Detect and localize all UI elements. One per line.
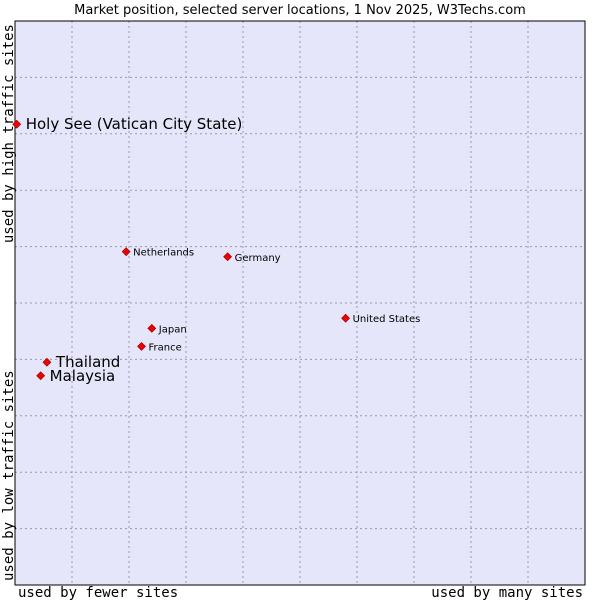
x-axis-label-right: used by many sites — [431, 585, 583, 600]
point-label-germany: Germany — [235, 253, 281, 264]
point-marker-france — [137, 342, 146, 351]
point-label-united-states: United States — [353, 314, 421, 325]
data-points: Holy See (Vatican City State) Netherlands… — [12, 115, 421, 385]
point-malaysia: Malaysia — [36, 367, 116, 385]
point-marker-malaysia — [36, 371, 46, 381]
point-marker-holy-see-vatican-city-state — [12, 119, 22, 129]
point-label-france: France — [149, 342, 182, 353]
point-label-holy-see-vatican-city-state: Holy See (Vatican City State) — [26, 115, 243, 133]
point-japan: Japan — [147, 323, 187, 335]
point-germany: Germany — [223, 252, 281, 264]
point-label-japan: Japan — [158, 324, 187, 335]
point-marker-germany — [223, 252, 233, 262]
point-label-malaysia: Malaysia — [50, 367, 116, 385]
point-label-netherlands: Netherlands — [133, 248, 194, 259]
point-france: France — [137, 342, 182, 353]
point-marker-thailand — [42, 357, 52, 367]
point-thailand: Thailand — [42, 353, 120, 371]
grid-lines — [15, 21, 585, 585]
chart-title: Market position, selected server locatio… — [74, 3, 526, 18]
plot-frame — [14, 20, 586, 586]
point-marker-united-states — [341, 313, 351, 323]
point-label-thailand: Thailand — [55, 353, 120, 371]
x-axis-label-left: used by fewer sites — [18, 585, 178, 600]
point-marker-netherlands — [121, 247, 131, 257]
y-axis-label-top: used by high traffic sites — [1, 24, 17, 243]
y-axis-label-bottom: used by low traffic sites — [1, 370, 17, 581]
point-united-states: United States — [341, 313, 421, 325]
point-marker-japan — [147, 323, 157, 333]
point-holy-see-vatican-city-state: Holy See (Vatican City State) — [12, 115, 243, 133]
point-netherlands: Netherlands — [121, 247, 194, 259]
